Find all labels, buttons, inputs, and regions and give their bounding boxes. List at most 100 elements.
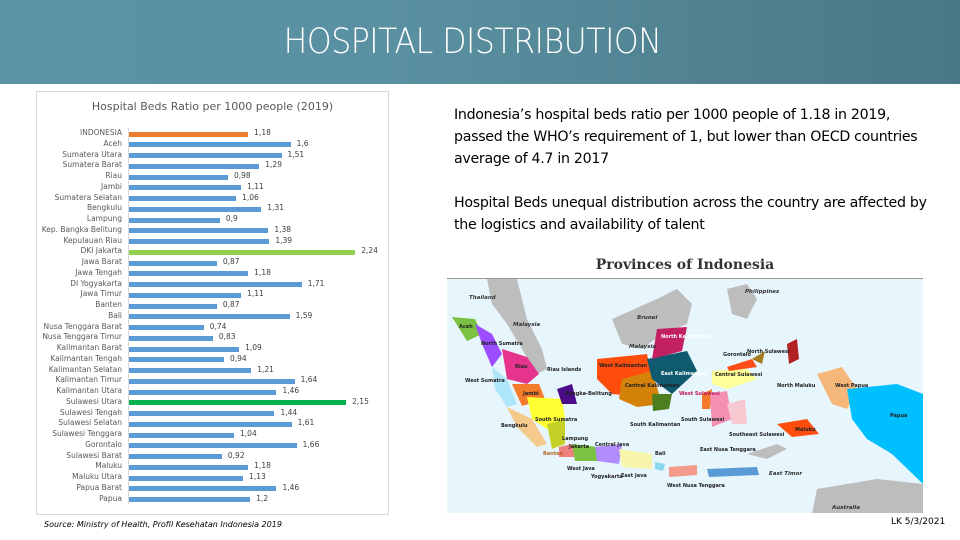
value-label: 1,09 (245, 343, 262, 352)
map-label-province: East Kalimantan (661, 371, 708, 377)
value-label: 0,92 (227, 450, 245, 460)
map-label-province: West Sumatra (465, 378, 505, 384)
chart-axis (128, 128, 129, 504)
map-label-province: Central Sulawesi (715, 372, 763, 378)
value-label: 0,83 (218, 332, 236, 342)
category-label: Sulawesi Tengah (59, 407, 122, 417)
value-label: 1,11 (247, 289, 264, 299)
category-label: Nusa Tenggara Timur (42, 332, 122, 342)
value-label: 2,24 (361, 246, 378, 256)
map-label-province: Maluku (795, 427, 816, 433)
map-label-province: South Kalimantan (630, 422, 681, 428)
map-label-province: West Kalimantan (599, 363, 647, 369)
category-label: Jawa Barat (81, 257, 122, 266)
bar (129, 378, 295, 384)
category-label: INDONESIA (80, 128, 122, 137)
title-banner: HOSPITAL DISTRIBUTION (0, 0, 960, 84)
category-label: Maluku (95, 461, 122, 471)
chart-row: DI Yogyakarta 1,71 (37, 279, 388, 290)
value-label: 0,74 (209, 321, 227, 331)
category-label: Sulawesi Utara (65, 396, 122, 406)
chart-row: Kalimantan Timur 1,64 (37, 375, 388, 386)
chart-row: Kalimantan Tengah 0,94 (37, 354, 388, 365)
map-label-province: Gorontalo (723, 352, 751, 358)
chart-title: Hospital Beds Ratio per 1000 people (201… (91, 100, 334, 113)
map-label-province: Bengkulu (501, 423, 528, 429)
chart-row: Papua 1,2 (37, 494, 388, 505)
value-label: 1,61 (297, 418, 315, 428)
bar (129, 163, 260, 169)
chart-row: Sumatera Selatan 1,06 (37, 193, 388, 204)
chart-row: Sulawesi Utara 2,15 (37, 397, 388, 408)
map-graphic (452, 279, 923, 513)
value-label: 1,18 (254, 461, 271, 471)
bar (129, 464, 249, 470)
category-label: Jambi (101, 181, 122, 191)
chart-row: Nusa Tenggara Barat 0,74 (37, 322, 388, 333)
map-label-province: East Java (621, 473, 647, 479)
value-label: 0,94 (229, 353, 247, 363)
chart-row: Bali 1,59 (37, 311, 388, 322)
value-label: 0,87 (222, 257, 240, 266)
map-label-province: West Sulawesi (679, 391, 720, 397)
category-label: Riau (105, 171, 122, 180)
value-label: 1,51 (287, 149, 305, 159)
chart-row: Banten 0,87 (37, 300, 388, 311)
bar (129, 217, 220, 223)
map-label-province: West Nusa Tenggara (667, 483, 725, 489)
map-label-province: Banten (543, 451, 564, 457)
summary-paragraph-2: Hospital Beds unequal distribution acros… (454, 195, 927, 233)
chart-row: INDONESIA 1,18 (37, 128, 388, 139)
value-label: 1,31 (267, 203, 284, 213)
footer-date: LK 5/3/2021 (891, 517, 946, 527)
category-label: Sumatera Barat (62, 160, 122, 170)
chart-row: Jambi 1,11 (37, 182, 388, 193)
map-label-country: Philippines (745, 289, 780, 295)
bar (129, 325, 204, 330)
value-label: 2,15 (352, 396, 369, 406)
bar-chart: Hospital Beds Ratio per 1000 people (201… (36, 91, 389, 515)
chart-row: Papua Barat 1,46 (37, 483, 388, 494)
bar (129, 260, 217, 266)
chart-row: Maluku 1,18 (37, 461, 388, 472)
value-label: 1,64 (300, 375, 318, 385)
category-label: Jawa Timur (80, 289, 123, 299)
value-label: 1,18 (254, 267, 271, 277)
bar (129, 185, 242, 191)
map-label-country: East Timor (769, 471, 803, 477)
map-label-province: Bangka-Belitung (565, 391, 612, 397)
value-label: 1,38 (274, 224, 292, 234)
map-label-province: Central Java (595, 442, 630, 448)
map-label-province: Bali (655, 451, 666, 457)
chart-row: Jawa Tengah 1,18 (37, 268, 388, 279)
category-label: Bali (108, 310, 122, 320)
value-label: 1,44 (280, 407, 298, 417)
value-label: 1,66 (302, 439, 320, 449)
map-label-province: Aceh (459, 324, 473, 330)
bar (129, 314, 290, 320)
category-label: Sulawesi Tenggara (52, 429, 122, 438)
category-label: Lampung (86, 214, 122, 223)
map-label-province: West Papua (835, 383, 869, 389)
chart-row: Kepulauan Riau 1,39 (37, 236, 388, 247)
chart-row: Sulawesi Tenggara 1,04 (37, 429, 388, 440)
bar (129, 249, 356, 255)
category-label: Aceh (103, 138, 123, 148)
value-label: 0,87 (222, 300, 240, 309)
category-label: Nusa Tenggara Barat (43, 321, 122, 331)
map-label-province: Jambi (523, 391, 539, 397)
category-label: Papua Barat (76, 482, 122, 492)
chart-row: Sumatera Barat 1,29 (37, 160, 388, 171)
bar (129, 357, 224, 363)
chart-row: Aceh 1,6 (37, 139, 388, 150)
bar (129, 389, 277, 395)
chart-row: DKI Jakarta 2,24 (37, 246, 388, 257)
bar (129, 411, 275, 416)
category-label: Jawa Tengah (75, 267, 122, 277)
map-label-province: Southeast Sulawesi (729, 432, 785, 438)
map-label-province: West Java (567, 466, 595, 472)
chart-row: Sulawesi Selatan 1,61 (37, 418, 388, 429)
bar (129, 131, 249, 137)
bar (129, 228, 269, 234)
value-label: 1,46 (282, 482, 300, 492)
